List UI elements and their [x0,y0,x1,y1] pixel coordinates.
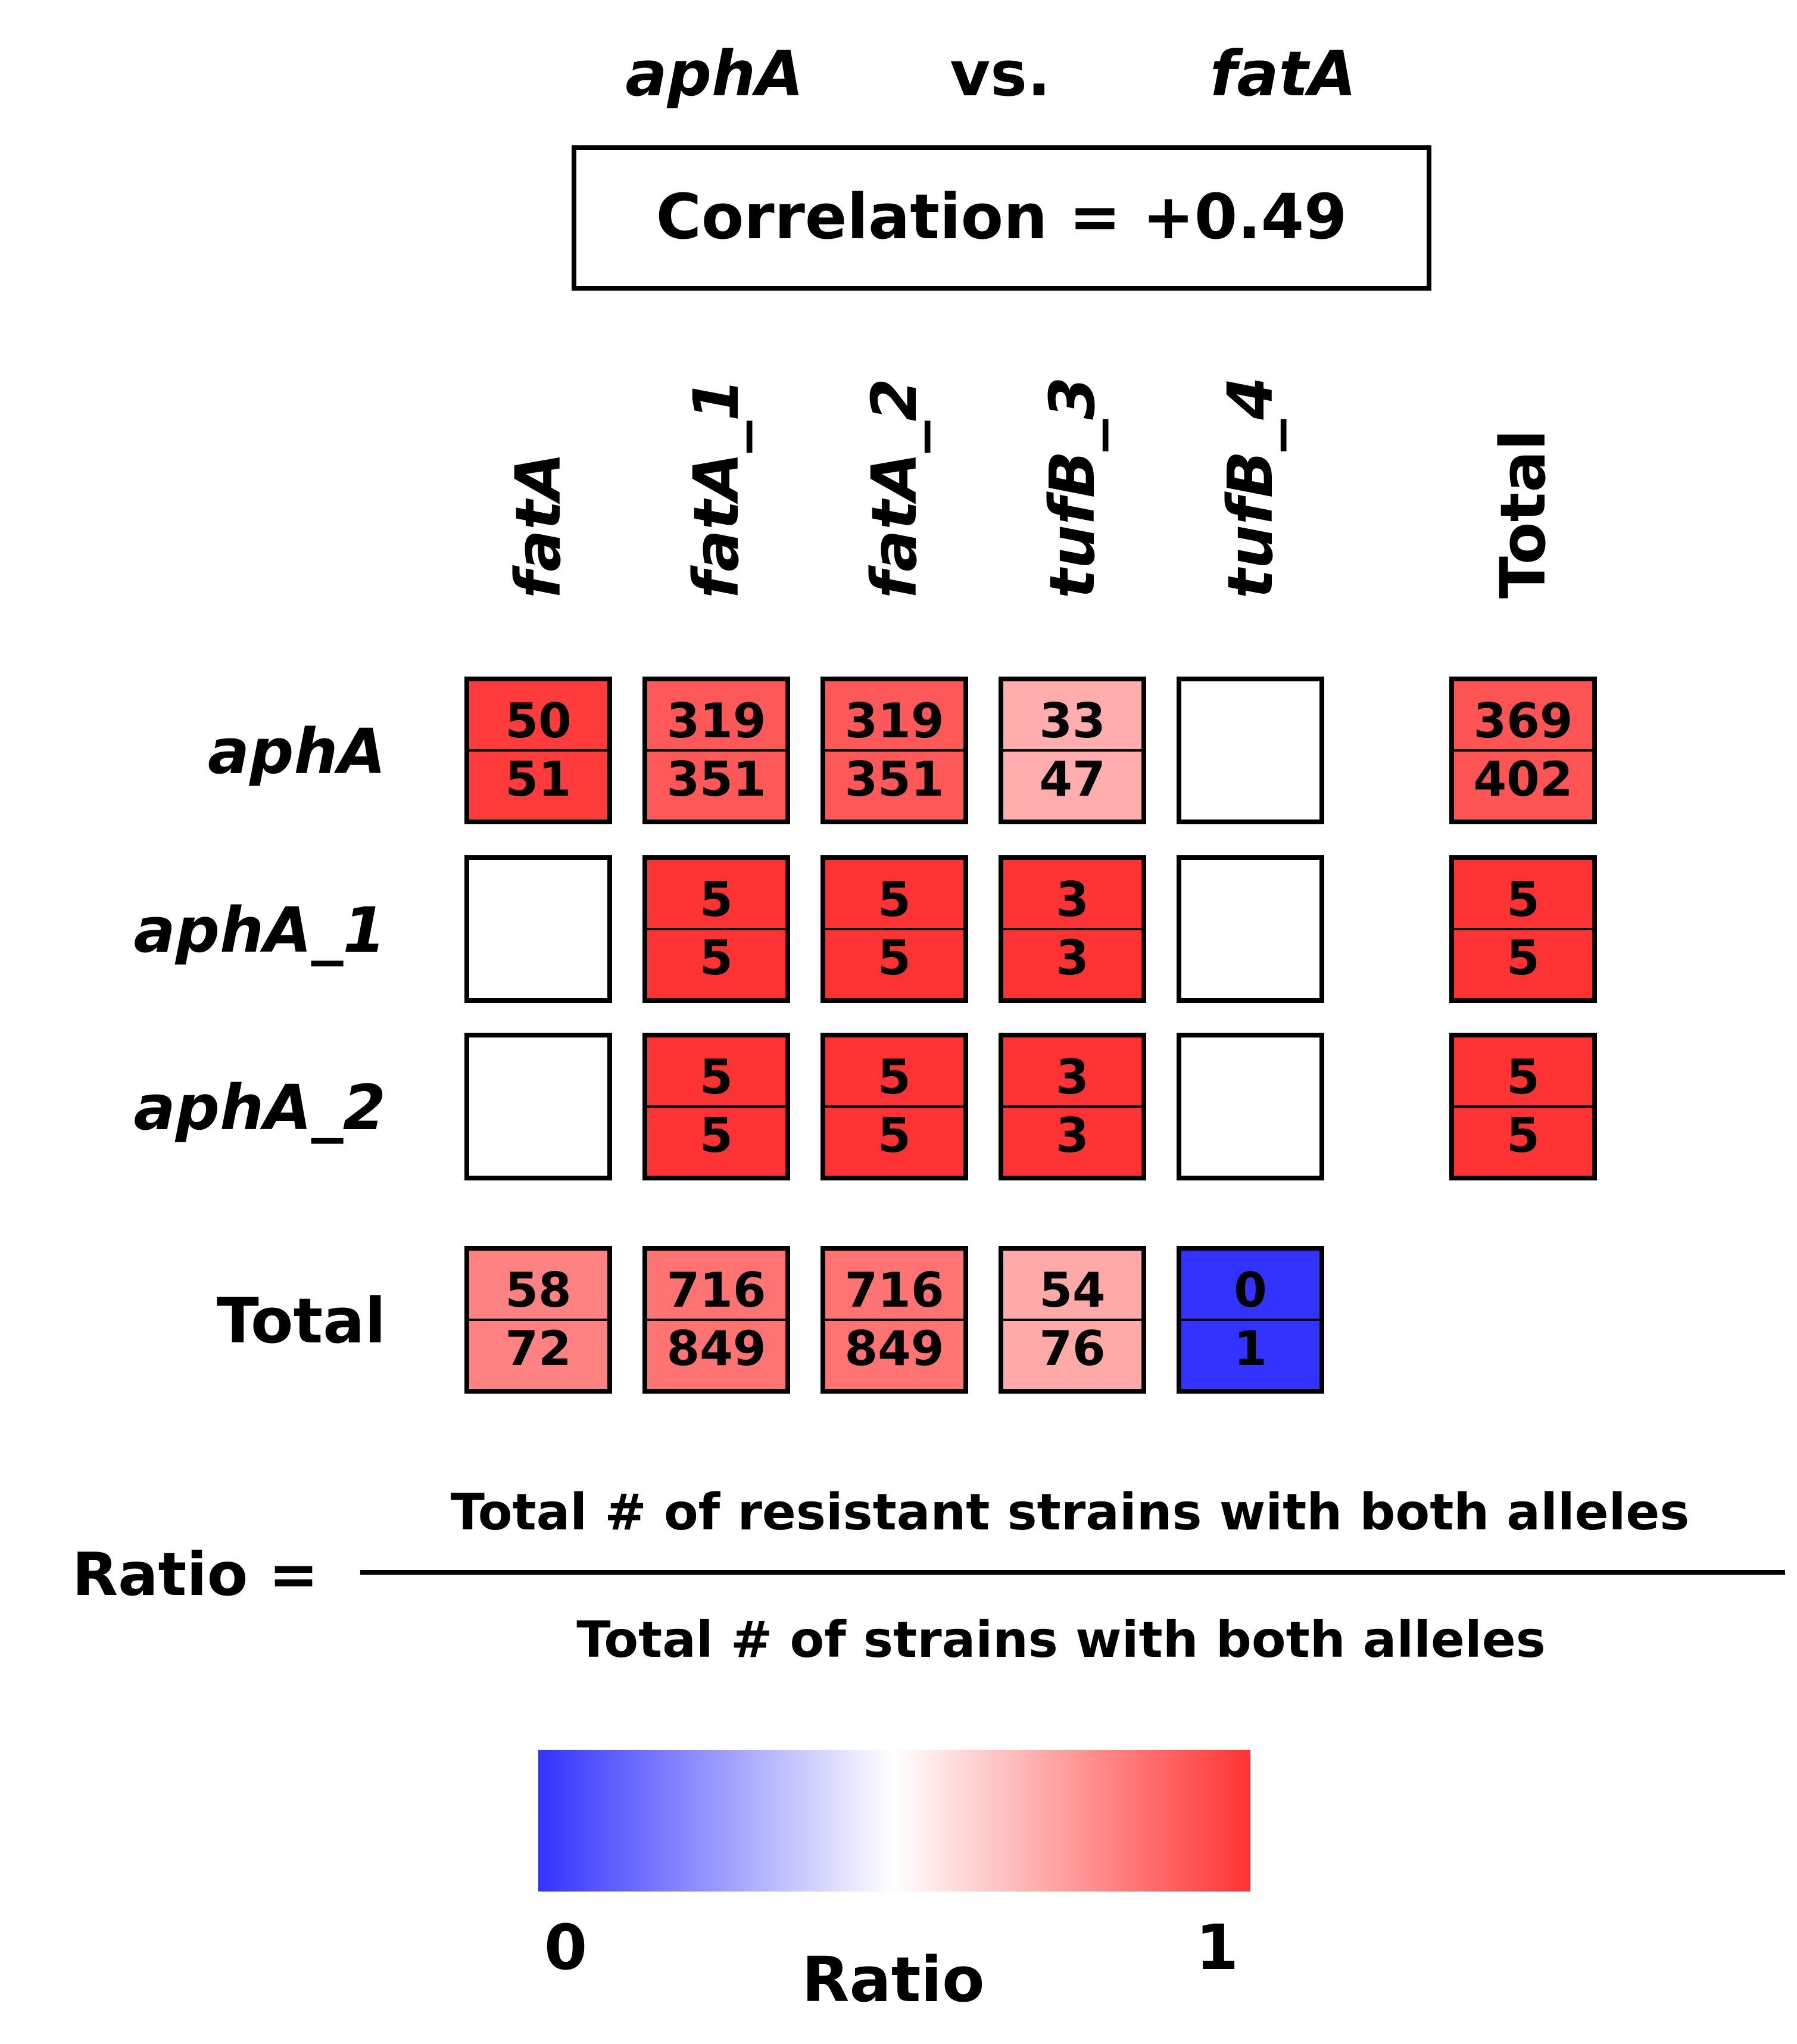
cell-fill [1177,677,1324,824]
cell-numerator: 716 [667,1263,766,1318]
cell-numerator: 58 [505,1263,571,1318]
vs-label: vs. [950,38,1050,110]
cell-denominator: 47 [1039,752,1105,807]
cell-apha-2-fata-1: 55 [642,1033,790,1180]
row-label-apha-2: aphA_2 [133,1071,386,1144]
cell-denominator: 3 [1056,1108,1089,1163]
cell-denominator: 849 [667,1321,766,1376]
cell-fill [464,1033,612,1180]
cell-numerator: 5 [1506,1049,1540,1105]
row-label-apha-1: aphA_1 [133,894,386,967]
formula-lhs: Ratio = [72,1540,319,1609]
row-label-total: Total [217,1285,386,1357]
column-label-fata: fatA [502,452,575,599]
cell-denominator: 3 [1056,930,1089,986]
colorbar-min-label: 0 [544,1911,587,1984]
column-label-fata-1: fatA_1 [680,378,753,599]
cell-denominator: 5 [700,1108,733,1163]
cell-fill [1177,1033,1324,1180]
cell-numerator: 716 [845,1263,944,1318]
cell-numerator: 5 [700,1049,733,1105]
cell-denominator: 849 [845,1321,944,1376]
cell-apha-1-tufb-4 [1177,855,1324,1003]
cell-numerator: 5 [878,1049,911,1105]
cell-denominator: 51 [505,752,571,807]
cell-denominator: 1 [1234,1321,1267,1376]
cell-denominator: 5 [1506,1108,1540,1163]
column-label-tufb-3: tufB_3 [1036,376,1109,599]
formula-denominator: Total # of strains with both alleles [576,1610,1546,1669]
cell-apha-2-fata [464,1033,612,1180]
cell-total-tufb-4: 01 [1177,1246,1324,1394]
cell-numerator: 5 [700,872,733,927]
cell-numerator: 369 [1474,693,1573,749]
cell-denominator: 5 [1506,930,1540,986]
colorbar-title: Ratio [801,1943,984,2016]
correlation-value: Correlation = +0.49 [656,180,1347,253]
cell-denominator: 5 [878,930,911,986]
cell-numerator: 33 [1039,693,1105,749]
cell-apha-2-tufb-3: 33 [999,1033,1146,1180]
cell-apha-1-total: 55 [1449,855,1597,1003]
cell-numerator: 5 [878,872,911,927]
gene-b-title: fatA [1210,38,1356,110]
correlation-box [572,145,1431,291]
cell-denominator: 5 [878,1108,911,1163]
cell-apha-1-fata-2: 55 [820,855,968,1003]
cell-numerator: 319 [667,693,766,749]
cell-denominator: 76 [1039,1321,1105,1376]
cell-apha-tufb-4 [1177,677,1324,824]
cell-numerator: 54 [1039,1263,1105,1318]
cell-fill [464,855,612,1003]
column-label-fata-2: fatA_2 [858,378,931,599]
cell-denominator: 351 [845,752,944,807]
colorbar-max-label: 1 [1196,1911,1238,1984]
cell-numerator: 319 [845,693,944,749]
cell-denominator: 351 [667,752,766,807]
cell-denominator: 402 [1474,752,1573,807]
column-labels: fatA fatA_1 fatA_2 tufB_3 tufB_4 Total [502,376,1559,599]
row-label-apha: aphA [208,715,386,788]
cell-apha-2-fata-2: 55 [820,1033,968,1180]
cell-numerator: 3 [1056,872,1089,927]
colorbar [538,1750,1250,1892]
cell-denominator: 5 [700,930,733,986]
cell-numerator: 3 [1056,1049,1089,1105]
cell-apha-1-tufb-3: 33 [999,855,1146,1003]
cell-numerator: 0 [1234,1263,1267,1318]
row-labels: aphA aphA_1 aphA_2 Total [133,715,386,1357]
cell-denominator: 72 [505,1321,571,1376]
cell-apha-2-total: 55 [1449,1033,1597,1180]
heatmap-cells: 5051319351319351334736940255553355555533… [464,677,1597,1394]
formula-numerator: Total # of resistant strains with both a… [451,1483,1690,1541]
cell-fill [1177,855,1324,1003]
column-label-total: Total [1487,429,1559,599]
cell-apha-1-fata-1: 55 [642,855,790,1003]
cell-numerator: 5 [1506,872,1540,927]
cell-apha-1-fata [464,855,612,1003]
gene-a-title: aphA [625,38,803,110]
column-label-tufb-4: tufB_4 [1214,376,1287,599]
cell-numerator: 50 [505,693,571,749]
cell-apha-2-tufb-4 [1177,1033,1324,1180]
